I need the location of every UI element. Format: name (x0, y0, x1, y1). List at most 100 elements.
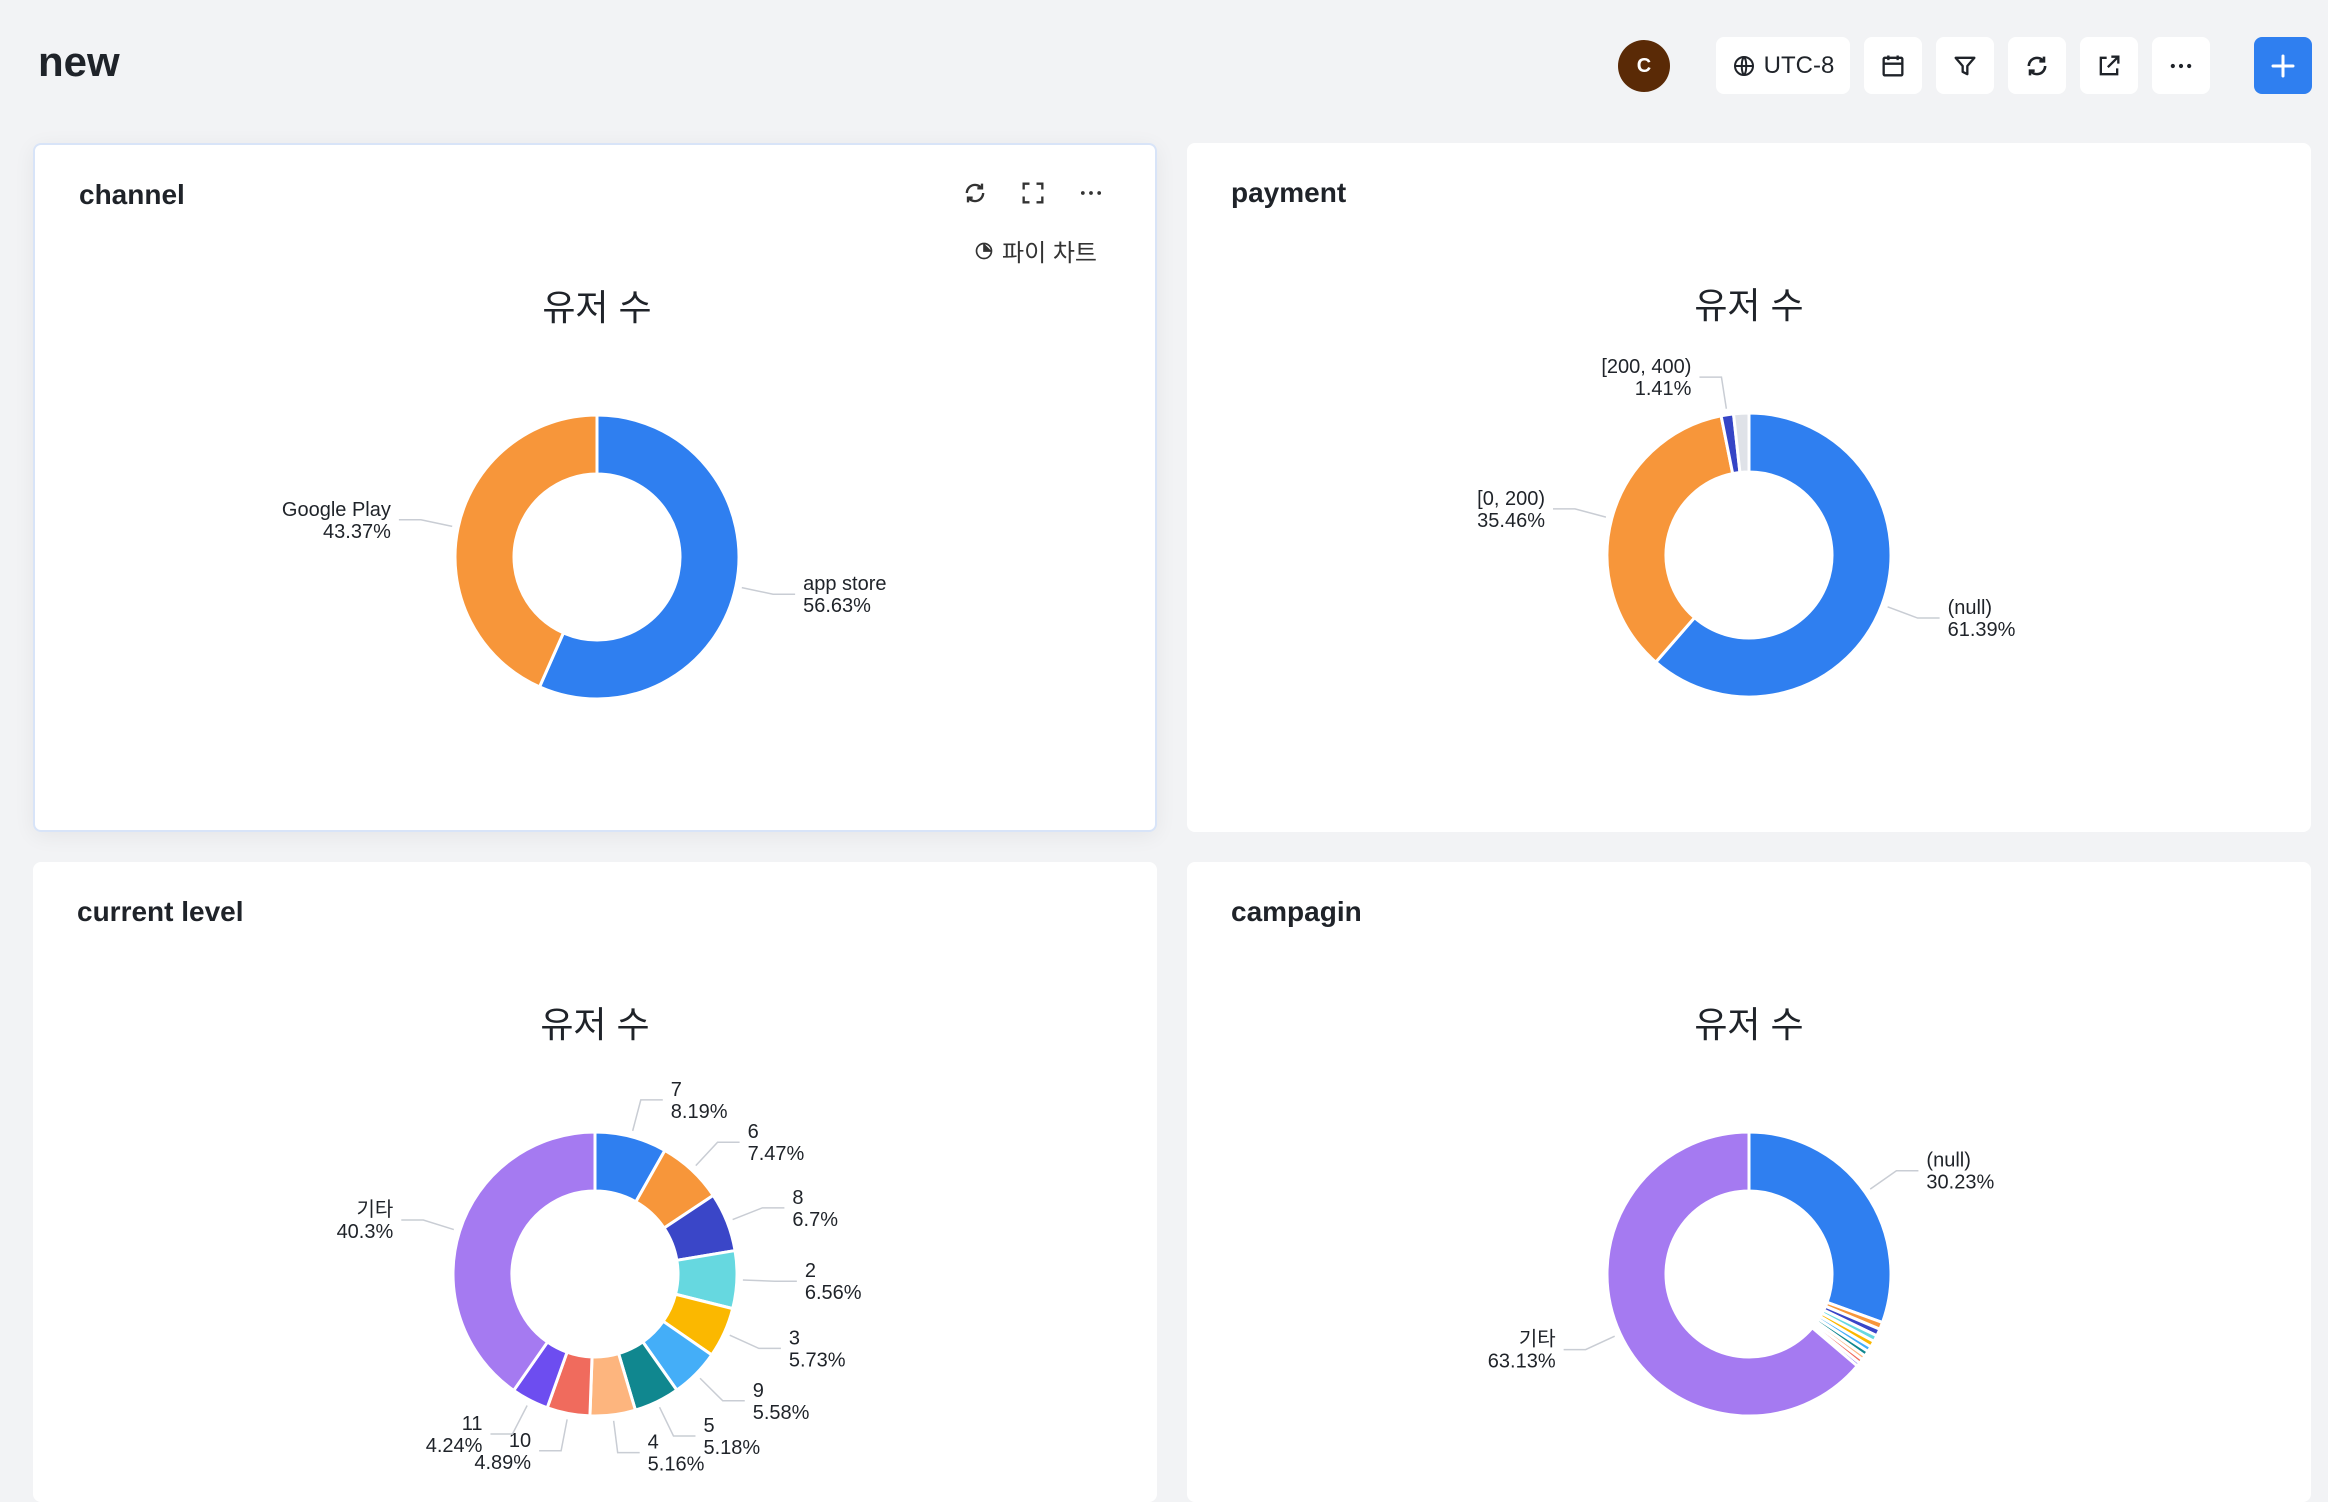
pie-slice[interactable] (537, 413, 741, 701)
slice-name-label: 4 (648, 1432, 659, 1454)
slice-percent-label: 5.73% (789, 1349, 846, 1371)
slice-name-label: 8 (792, 1187, 803, 1209)
label-leader-line (729, 1334, 781, 1350)
card-title: payment (1231, 177, 1347, 208)
refresh-button[interactable] (2008, 37, 2066, 94)
add-button[interactable] (2254, 37, 2312, 94)
globe-icon (1732, 54, 1764, 78)
label-leader-line (742, 1279, 797, 1282)
card-refresh-button[interactable] (957, 175, 993, 211)
slice-name-label: 3 (789, 1327, 800, 1349)
chart-title: 유저 수 (1694, 285, 1803, 326)
donut-chart-payment: 유저 수 (null)61.39% [0, 200)35.46% [200, 400)… (1477, 285, 2016, 699)
slice-percent-label: 5.16% (648, 1454, 705, 1476)
label-leader-line (1869, 1169, 1919, 1190)
pie-slice[interactable] (453, 413, 599, 689)
chart-title: 유저 수 (1694, 1004, 1803, 1045)
chart-card-current-level[interactable]: current level 유저 수 7 8.19% 6 7.47% 8 6.7% 2 6.56… (33, 862, 1157, 1502)
pie-slice[interactable] (1605, 414, 1735, 665)
slice-percent-label: 40.3% (337, 1221, 394, 1243)
slice-name-label: (null) (1948, 597, 1992, 619)
ellipsis-icon (2167, 52, 2195, 80)
label-leader-line (631, 1099, 663, 1132)
label-leader-line (401, 1219, 455, 1231)
filter-button[interactable] (1936, 37, 1994, 94)
label-leader-line (695, 1141, 740, 1167)
label-leader-line (1699, 376, 1728, 409)
chart-card-channel[interactable]: channel 파이 차트 유저 수 app store 56.63% Google … (33, 143, 1157, 832)
slice-percent-label: 4.24% (426, 1435, 483, 1457)
slice-name-label: 5 (703, 1415, 714, 1437)
slice-percent-label: 56.63% (803, 595, 871, 617)
card-title: current level (77, 896, 244, 927)
label-leader-line (732, 1207, 785, 1221)
avatar[interactable]: C (1618, 40, 1670, 92)
label-leader-line (612, 1420, 640, 1454)
slice-name-label: [0, 200) (1477, 488, 1545, 510)
pie-slice[interactable] (451, 1130, 597, 1393)
label-leader-line (539, 1419, 568, 1452)
page-title: new (38, 38, 120, 85)
label-leader-line (1887, 606, 1940, 619)
slice-name-label: 9 (753, 1380, 764, 1402)
slice-percent-label: 43.37% (323, 521, 391, 543)
pie-slice[interactable] (1747, 1130, 1893, 1325)
label-leader-line (1563, 1335, 1615, 1351)
slice-percent-label: 7.47% (748, 1143, 805, 1165)
chart-title: 유저 수 (540, 1004, 649, 1045)
filter-icon (1951, 52, 1979, 80)
timezone-label: UTC-8 (1763, 51, 1835, 79)
calendar-icon (1879, 52, 1907, 80)
chart-type-label: 파이 차트 (1002, 240, 1097, 267)
slice-percent-label: 63.13% (1488, 1351, 1556, 1373)
more-options-button[interactable] (2152, 37, 2210, 94)
plus-icon (2268, 51, 2298, 81)
slice-name-label: 기타 (356, 1198, 393, 1221)
slice-percent-label: 6.56% (805, 1282, 862, 1304)
pie-slice[interactable] (1605, 1130, 1860, 1418)
slice-name-label: (null) (1926, 1150, 1970, 1172)
slice-percent-label: 1.41% (1635, 378, 1692, 400)
share-button[interactable] (2080, 37, 2138, 94)
pie-chart-icon (974, 241, 1002, 261)
slice-name-label: 2 (805, 1260, 816, 1282)
refresh-icon (2023, 52, 2051, 80)
slice-name-label: app store (803, 573, 886, 595)
label-leader-line (741, 586, 796, 595)
donut-chart-current-level: 유저 수 78.19% 67.47% 86.7% 26.56% 35.73% 95.58% 5… (337, 1004, 862, 1476)
label-leader-line (1552, 508, 1607, 518)
dashboard-header: new C UTC-8 (0, 0, 2328, 132)
label-leader-line (398, 519, 453, 528)
label-leader-line (490, 1405, 528, 1435)
label-leader-line (699, 1377, 745, 1402)
card-more-button[interactable] (1073, 175, 1109, 211)
slice-percent-label: 5.18% (703, 1437, 760, 1459)
slice-percent-label: 30.23% (1926, 1172, 1994, 1194)
label-leader-line (658, 1406, 696, 1437)
slice-percent-label: 8.19% (671, 1101, 728, 1123)
slice-name-label: Google Play (282, 499, 391, 521)
chart-card-campagin[interactable]: campagin 유저 수 (null) 30.23% 기타 63.13% (1187, 862, 2311, 1502)
fullscreen-button[interactable] (1015, 175, 1051, 211)
slice-name-label: 6 (748, 1121, 759, 1143)
pie-slice[interactable] (1731, 411, 1751, 475)
card-title: channel (79, 179, 185, 210)
slice-percent-label: 6.7% (792, 1209, 838, 1231)
slice-percent-label: 61.39% (1948, 619, 2016, 641)
chart-card-payment[interactable]: payment 유저 수 (null) 61.39% [0, 200) 35.46% [2… (1187, 143, 2311, 832)
slice-name-label: 기타 (1519, 1328, 1556, 1351)
card-toolbar (957, 175, 1109, 211)
date-range-button[interactable] (1864, 37, 1922, 94)
chart-title: 유저 수 (542, 287, 651, 328)
slice-name-label: 10 (509, 1430, 531, 1452)
share-icon (2095, 52, 2123, 80)
slice-percent-label: 35.46% (1477, 510, 1545, 532)
slice-percent-label: 5.58% (753, 1402, 810, 1424)
timezone-button[interactable]: UTC-8 (1716, 37, 1850, 94)
slice-name-label: [200, 400) (1601, 356, 1691, 378)
pie-slice[interactable] (1653, 411, 1893, 699)
slice-name-label: 11 (462, 1413, 483, 1435)
slice-percent-label: 4.89% (474, 1452, 531, 1474)
chart-type-selector[interactable]: 파이 차트 (974, 233, 1097, 268)
